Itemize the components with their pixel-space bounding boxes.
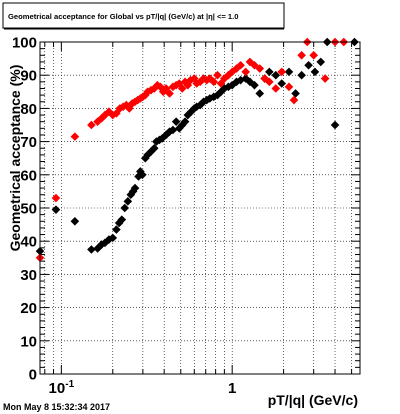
data-point <box>183 80 193 90</box>
data-point <box>161 84 171 93</box>
data-point <box>100 238 110 248</box>
plot-frame <box>39 41 361 375</box>
y-tick-label: 80 <box>20 101 37 118</box>
data-point <box>277 79 287 88</box>
data-point <box>165 89 174 98</box>
data-point <box>309 50 318 60</box>
title-frame <box>2 2 285 29</box>
data-point <box>153 80 162 90</box>
data-point <box>149 143 159 153</box>
data-point <box>250 80 259 90</box>
data-point <box>51 193 61 203</box>
data-point <box>260 74 269 83</box>
data-point <box>202 95 212 105</box>
data-point <box>70 216 80 226</box>
data-point <box>121 100 131 110</box>
data-point <box>265 67 274 77</box>
data-point <box>138 170 147 180</box>
data-point <box>255 64 265 73</box>
data-point <box>87 120 96 130</box>
data-point <box>143 150 152 160</box>
y-tick-label: 10 <box>20 333 37 350</box>
data-point <box>291 89 300 98</box>
data-point <box>213 70 222 80</box>
data-point <box>289 95 299 105</box>
data-point <box>180 77 190 87</box>
data-point <box>209 92 219 102</box>
y-tick-label: 60 <box>20 167 37 184</box>
data-point <box>310 67 320 77</box>
timestamp: Mon May 8 15:32:34 2017 <box>3 402 110 412</box>
y-tick-label: 40 <box>20 234 37 251</box>
data-point <box>161 130 171 140</box>
data-point <box>241 67 251 77</box>
data-point <box>297 70 306 80</box>
data-point <box>209 77 219 87</box>
data-point <box>297 50 306 60</box>
x-tick-label: 1 <box>228 380 236 397</box>
y-tick-label: 0 <box>29 367 37 384</box>
data-point <box>125 104 134 113</box>
data-point <box>130 183 140 193</box>
data-point <box>149 84 159 93</box>
data-point <box>250 60 259 70</box>
data-point <box>224 82 233 92</box>
grid <box>40 41 360 375</box>
data-point <box>271 70 281 80</box>
data-point <box>255 89 265 98</box>
y-tick-label: 20 <box>20 300 37 317</box>
data-point <box>168 125 178 135</box>
data-point <box>123 197 133 206</box>
data-point <box>236 60 245 70</box>
data-point <box>220 84 229 93</box>
data-point <box>112 225 121 234</box>
data-point <box>70 132 80 141</box>
data-point <box>224 70 233 80</box>
y-tick-label: 100 <box>12 35 37 52</box>
data-point <box>284 67 294 77</box>
data-point <box>183 110 193 120</box>
data-point <box>202 75 212 85</box>
x-tick-label: 10-1 <box>49 379 75 397</box>
data-point <box>158 87 168 97</box>
data-point <box>320 74 330 83</box>
y-tick-label: 70 <box>20 134 37 151</box>
data-point <box>265 77 274 87</box>
y-tick-label: 90 <box>20 68 37 85</box>
data-point <box>271 84 281 93</box>
data-point <box>108 233 118 243</box>
y-tick-label: 30 <box>20 267 37 284</box>
y-tick-label: 50 <box>20 201 37 218</box>
data-point <box>51 205 61 214</box>
data-point <box>171 117 181 126</box>
data-point <box>180 117 190 126</box>
data-point <box>117 215 127 224</box>
data-point <box>284 82 294 92</box>
data-point <box>220 74 229 83</box>
y-axis-label: Geometrical acceptance (%) <box>7 65 23 252</box>
data-point <box>134 172 143 181</box>
data-point <box>195 100 205 110</box>
data-point <box>330 120 340 130</box>
data-point <box>146 85 156 95</box>
x-axis-label: pT/|q| (GeV/c) <box>268 392 358 408</box>
data-point <box>120 203 130 213</box>
chart-title: Geometrical acceptance for Global vs pT/… <box>8 12 238 21</box>
data-point <box>97 240 106 249</box>
title-box: Geometrical acceptance for Global vs pT/… <box>2 2 285 30</box>
series-layer <box>35 37 359 263</box>
data-point <box>304 60 313 70</box>
data-point <box>140 153 150 163</box>
data-point <box>316 57 326 67</box>
data-point <box>87 245 96 254</box>
data-point <box>177 84 187 93</box>
data-point <box>143 87 152 97</box>
data-point <box>277 67 287 77</box>
data-point <box>140 90 150 100</box>
data-point <box>195 77 205 87</box>
data-point <box>168 82 178 92</box>
